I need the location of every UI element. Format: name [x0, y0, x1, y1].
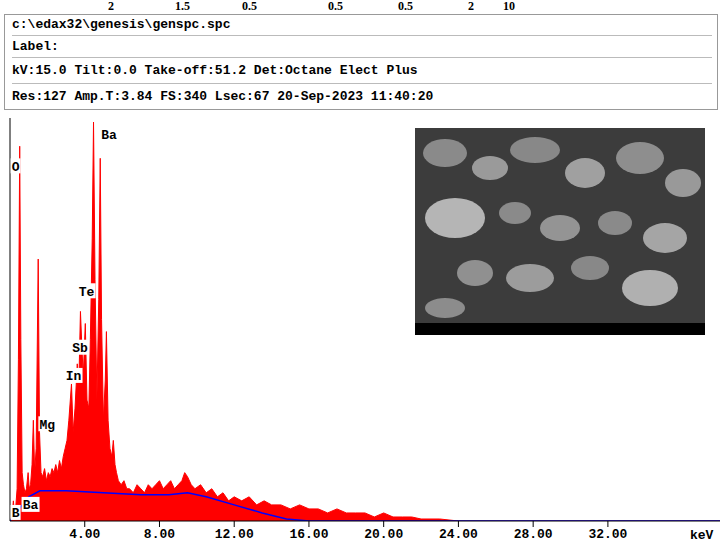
svg-text:16.00: 16.00 — [289, 527, 328, 542]
svg-text:B: B — [12, 506, 20, 521]
html-text:0.5: 0.5 — [242, 0, 257, 13]
svg-text:24.00: 24.00 — [439, 527, 478, 542]
svg-text:Ba: Ba — [101, 128, 117, 143]
html-text:Label:: Label: — [12, 39, 59, 54]
html-text:0.5: 0.5 — [328, 0, 343, 13]
svg-text:28.00: 28.00 — [514, 527, 553, 542]
svg-text:8.00: 8.00 — [144, 527, 175, 542]
html-text:0.5: 0.5 — [398, 0, 413, 13]
svg-text:12.00: 12.00 — [215, 527, 254, 542]
svg-text:Sb: Sb — [72, 341, 88, 356]
html-text:kV:15.0 Tilt:0.0 Take-off:51.2: kV:15.0 Tilt:0.0 Take-off:51.2 Det:Octan… — [12, 63, 418, 78]
svg-text:4.00: 4.00 — [69, 527, 100, 542]
html-text:10: 10 — [503, 0, 515, 13]
svg-text:Ba: Ba — [23, 498, 39, 513]
html-text:2: 2 — [108, 0, 114, 13]
svg-text:20.00: 20.00 — [364, 527, 403, 542]
html-text:Res:127 Amp.T:3.84 FS:340 Lsec: Res:127 Amp.T:3.84 FS:340 Lsec:67 20-Sep… — [12, 89, 434, 104]
svg-text:In: In — [66, 369, 82, 384]
html-text:keV: keV — [690, 528, 714, 543]
svg-text:Mg: Mg — [40, 418, 56, 433]
html-text:c:\edax32\genesis\genspc.spc: c:\edax32\genesis\genspc.spc — [12, 17, 231, 32]
html-text:2: 2 — [468, 0, 474, 13]
svg-text:32.00: 32.00 — [588, 527, 627, 542]
svg-text:O: O — [12, 160, 20, 175]
svg-text:Te: Te — [79, 285, 95, 300]
html-text:1.5: 1.5 — [175, 0, 190, 13]
